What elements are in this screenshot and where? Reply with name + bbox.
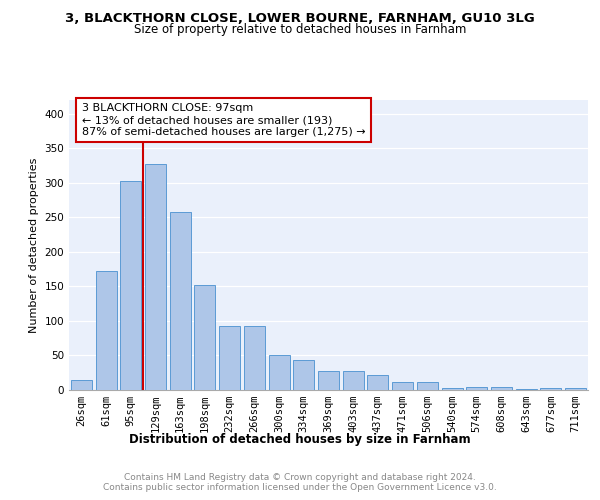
Text: 3, BLACKTHORN CLOSE, LOWER BOURNE, FARNHAM, GU10 3LG: 3, BLACKTHORN CLOSE, LOWER BOURNE, FARNH… <box>65 12 535 26</box>
Bar <box>71 380 92 390</box>
Bar <box>269 356 290 390</box>
Bar <box>219 326 240 390</box>
Bar <box>417 382 438 390</box>
Text: 3 BLACKTHORN CLOSE: 97sqm
← 13% of detached houses are smaller (193)
87% of semi: 3 BLACKTHORN CLOSE: 97sqm ← 13% of detac… <box>82 104 365 136</box>
Bar <box>466 386 487 390</box>
Text: Contains HM Land Registry data © Crown copyright and database right 2024.
Contai: Contains HM Land Registry data © Crown c… <box>103 473 497 492</box>
Y-axis label: Number of detached properties: Number of detached properties <box>29 158 39 332</box>
Bar <box>120 181 141 390</box>
Bar <box>194 285 215 390</box>
Bar <box>145 164 166 390</box>
Bar <box>343 370 364 390</box>
Bar <box>318 370 339 390</box>
Bar <box>392 382 413 390</box>
Bar <box>293 360 314 390</box>
Bar <box>565 388 586 390</box>
Text: Distribution of detached houses by size in Farnham: Distribution of detached houses by size … <box>129 432 471 446</box>
Bar <box>442 388 463 390</box>
Bar <box>170 212 191 390</box>
Bar <box>244 326 265 390</box>
Bar <box>541 388 562 390</box>
Bar <box>491 386 512 390</box>
Bar <box>95 270 116 390</box>
Bar <box>367 375 388 390</box>
Text: Size of property relative to detached houses in Farnham: Size of property relative to detached ho… <box>134 24 466 36</box>
